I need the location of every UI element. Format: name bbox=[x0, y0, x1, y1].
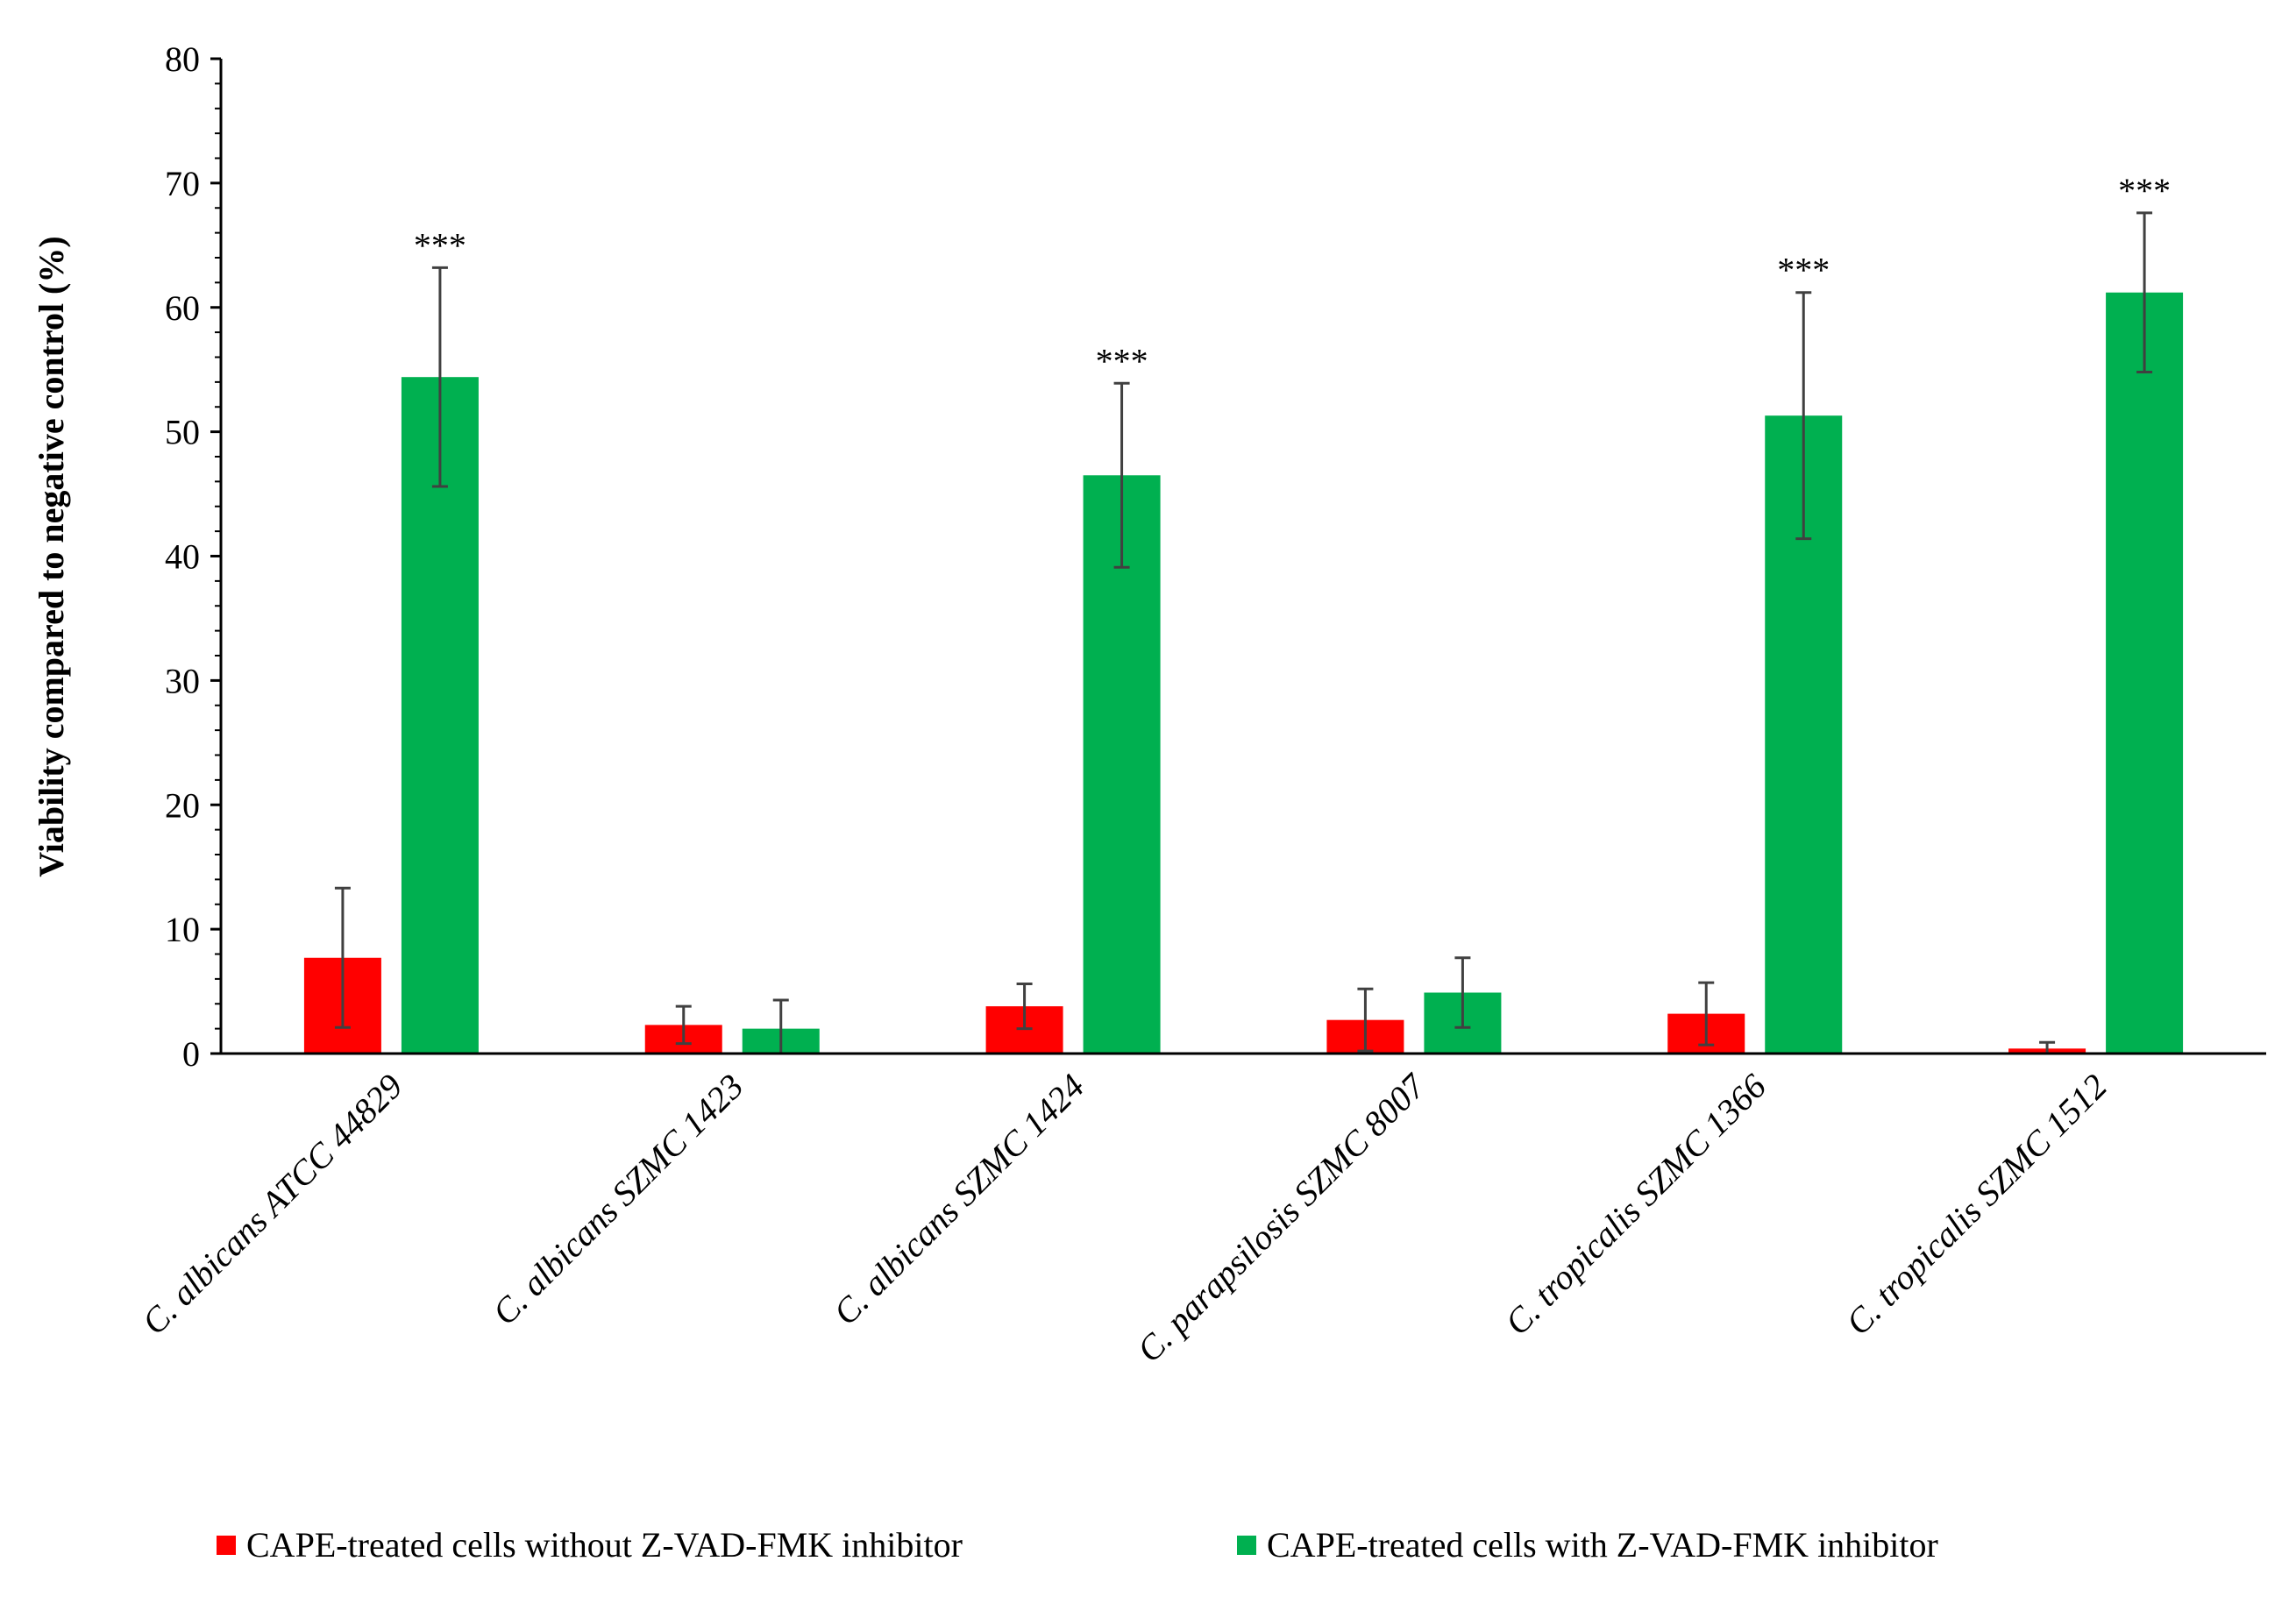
error-bars bbox=[334, 211, 2153, 1055]
y-tick-label: 20 bbox=[165, 785, 200, 825]
category-label: C. albicans SZMC 1424 bbox=[826, 1067, 1092, 1333]
bar-series bbox=[303, 292, 2184, 1054]
category-label: C. tropicalis SZMC 1366 bbox=[1497, 1067, 1774, 1343]
y-tick-label: 30 bbox=[165, 661, 200, 700]
legend-swatch-with-inhibitor bbox=[1237, 1536, 1256, 1555]
y-tick-labels: 0 10 20 30 40 50 60 70 80 bbox=[165, 39, 200, 1074]
significance-marker: *** bbox=[1777, 251, 1830, 290]
significance-marker: *** bbox=[2118, 171, 2171, 210]
bar-with-inhibitor bbox=[2106, 292, 2184, 1054]
y-tick-label: 80 bbox=[165, 39, 200, 79]
bar-with-inhibitor bbox=[401, 377, 479, 1054]
category-labels: C. albicans ATCC 44829 C. albicans SZMC 1… bbox=[134, 1065, 2115, 1370]
y-axis-label: Viability compared to negative control (… bbox=[32, 236, 71, 876]
y-tick-label: 50 bbox=[165, 413, 200, 452]
y-tick-label: 0 bbox=[182, 1034, 200, 1074]
category-label: C. tropicalis SZMC 1512 bbox=[1838, 1067, 2115, 1343]
significance-marker: *** bbox=[414, 225, 466, 265]
legend-label-with-inhibitor: CAPE-treated cells with Z-VAD-FMK inhibi… bbox=[1267, 1525, 1938, 1565]
y-axis-ticks bbox=[210, 57, 221, 1055]
y-tick-label: 70 bbox=[165, 164, 200, 203]
category-label: C. parapsilosis SZMC 8007 bbox=[1129, 1065, 1434, 1370]
significance-markers: *** *** *** *** bbox=[414, 171, 2171, 380]
significance-marker: *** bbox=[1096, 341, 1148, 380]
category-label: C. albicans ATCC 44829 bbox=[134, 1067, 410, 1343]
y-tick-label: 60 bbox=[165, 288, 200, 328]
legend-label-without-inhibitor: CAPE-treated cells without Z-VAD-FMK inh… bbox=[246, 1525, 963, 1565]
y-tick-label: 10 bbox=[165, 910, 200, 949]
category-label: C. albicans SZMC 1423 bbox=[485, 1067, 751, 1333]
legend: CAPE-treated cells without Z-VAD-FMK inh… bbox=[217, 1525, 1938, 1565]
legend-swatch-without-inhibitor bbox=[217, 1536, 236, 1555]
y-tick-label: 40 bbox=[165, 537, 200, 577]
bar-with-inhibitor bbox=[1083, 475, 1161, 1054]
